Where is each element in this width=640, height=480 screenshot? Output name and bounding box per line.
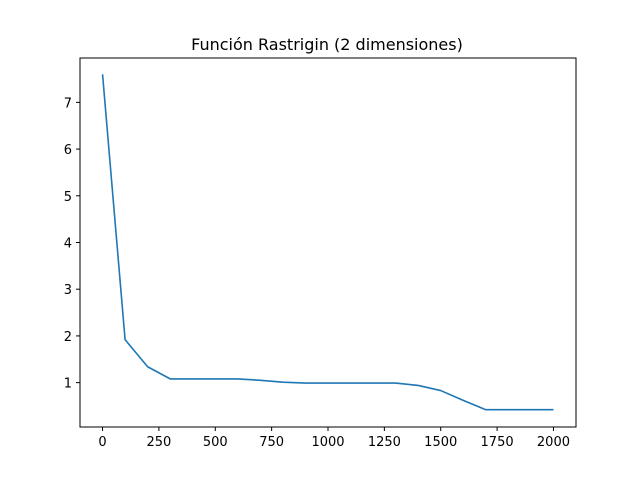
y-tick-label: 3 <box>64 283 72 298</box>
x-tick-label: 1500 <box>424 435 457 450</box>
x-tick-label: 750 <box>259 435 284 450</box>
plot-area <box>80 58 576 427</box>
x-tick-label: 0 <box>98 435 106 450</box>
y-tick-label: 7 <box>64 96 72 111</box>
series-layer <box>101 74 554 411</box>
y-tick-label: 4 <box>64 237 72 252</box>
x-tick-label: 1750 <box>481 435 514 450</box>
y-axis: 1 2 3 4 5 6 7 <box>64 96 80 392</box>
x-tick-label: 1000 <box>311 435 344 450</box>
x-axis: 0 250 500 750 1000 1250 1500 1750 2000 <box>98 427 570 450</box>
y-tick-label: 1 <box>64 377 72 392</box>
series-line-0 <box>101 74 554 411</box>
y-tick-label: 5 <box>64 190 72 205</box>
y-tick-label: 2 <box>64 330 72 345</box>
x-tick-label: 1250 <box>368 435 401 450</box>
chart-title: Función Rastrigin (2 dimensiones) <box>191 35 463 54</box>
plot-frame <box>79 57 577 428</box>
x-tick-label: 2000 <box>537 435 570 450</box>
y-tick-label: 6 <box>64 143 72 158</box>
x-tick-label: 250 <box>146 435 171 450</box>
x-tick-label: 500 <box>203 435 228 450</box>
